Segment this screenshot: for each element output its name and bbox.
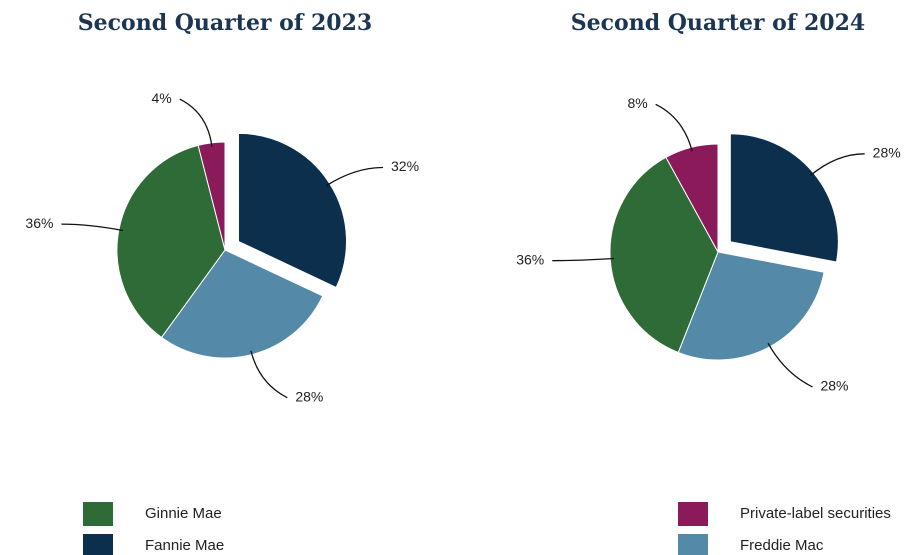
legend-swatch bbox=[83, 502, 113, 526]
leader-line bbox=[250, 350, 288, 399]
leader-line bbox=[767, 342, 813, 388]
chart-title: Second Quarter of 2024 bbox=[571, 10, 865, 36]
legend-label: Ginnie Mae bbox=[145, 505, 222, 522]
data-label: 28% bbox=[820, 378, 848, 394]
legend-swatch bbox=[678, 534, 708, 555]
data-label: 4% bbox=[151, 90, 171, 106]
data-label: 28% bbox=[873, 145, 901, 161]
chart-title: Second Quarter of 2023 bbox=[78, 10, 372, 36]
leader-line bbox=[810, 153, 865, 177]
leader-line bbox=[61, 223, 123, 232]
leader-line bbox=[325, 166, 384, 187]
data-label: 28% bbox=[295, 388, 323, 404]
legend-label: Private-label securities bbox=[740, 505, 891, 522]
data-label: 36% bbox=[25, 215, 53, 231]
data-label: 8% bbox=[627, 95, 647, 111]
pie-slice bbox=[729, 133, 839, 263]
legend-swatch bbox=[83, 534, 113, 555]
legend-swatch bbox=[678, 502, 708, 526]
leader-line bbox=[179, 98, 213, 147]
data-label: 32% bbox=[391, 158, 419, 174]
legend-label: Fannie Mae bbox=[145, 537, 224, 554]
data-label: 36% bbox=[516, 251, 544, 267]
leader-line bbox=[552, 257, 615, 262]
legend-label: Freddie Mac bbox=[740, 537, 824, 554]
leader-line bbox=[655, 103, 693, 152]
